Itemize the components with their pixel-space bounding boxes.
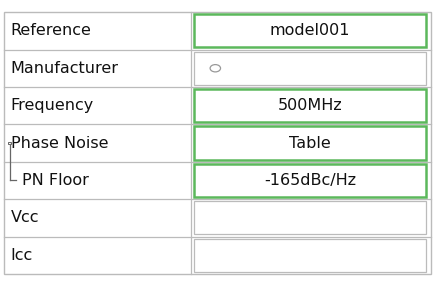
Text: model001: model001 [269,23,349,38]
Text: Frequency: Frequency [11,98,94,113]
Text: Reference: Reference [11,23,92,38]
Text: Vcc: Vcc [11,210,39,225]
Bar [193,14,425,47]
Bar [193,164,425,197]
Text: Phase Noise: Phase Noise [11,136,108,150]
Bar [193,89,425,122]
Bar [193,52,425,85]
Text: PN Floor: PN Floor [22,173,89,188]
Text: 500MHz: 500MHz [277,98,342,113]
Text: Manufacturer: Manufacturer [11,61,118,76]
Bar [4,12,430,274]
Bar [193,239,425,272]
Text: Icc: Icc [11,248,33,263]
Text: Table: Table [289,136,330,150]
Bar [8,142,11,144]
Text: -165dBc/Hz: -165dBc/Hz [263,173,355,188]
Bar [193,201,425,234]
Bar [193,126,425,160]
